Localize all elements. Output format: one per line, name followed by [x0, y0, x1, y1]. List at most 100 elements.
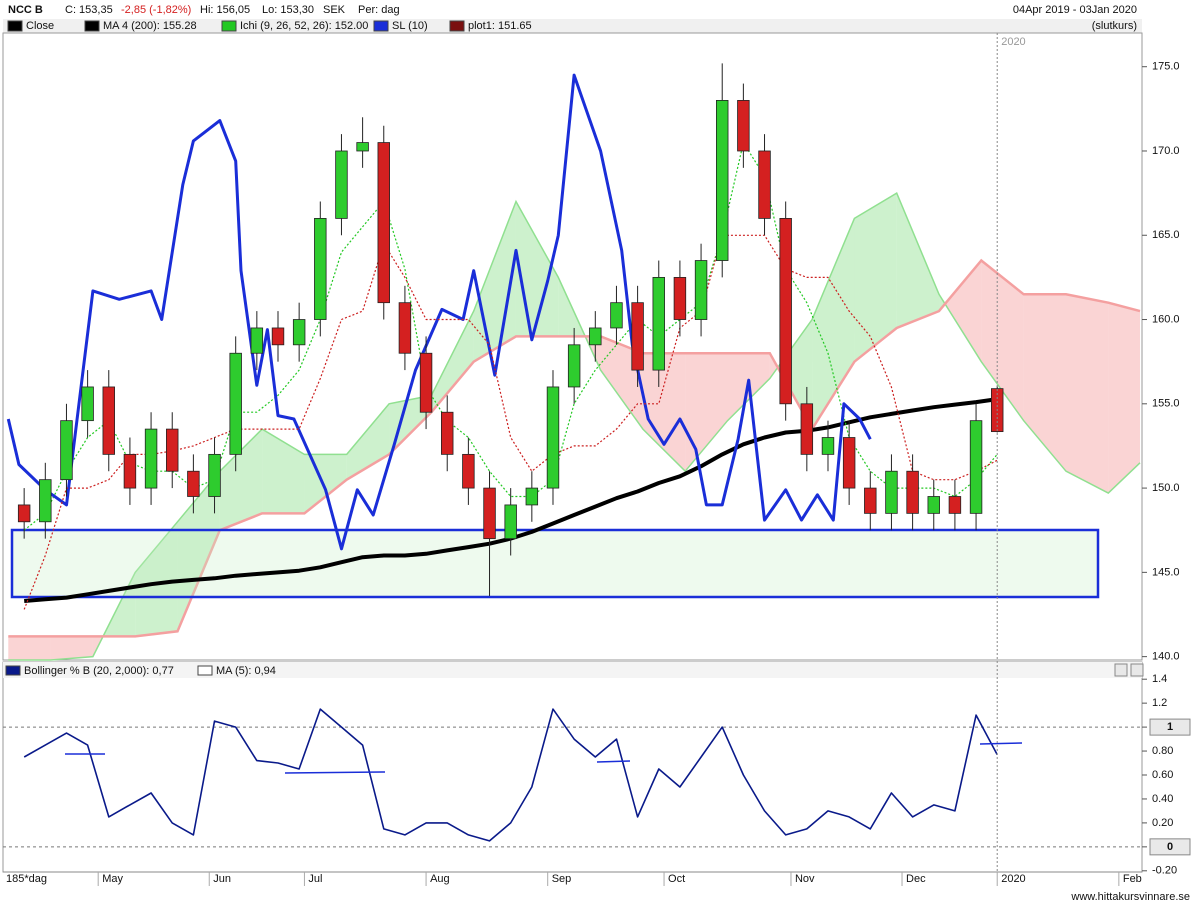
support-zone [10, 528, 1100, 599]
cloud-fill [431, 311, 474, 413]
series-line [23, 708, 998, 842]
zoom-button[interactable] [1114, 663, 1128, 677]
candle-body [652, 276, 665, 371]
legend-label: MA 4 (200): 155.28 [103, 20, 197, 32]
candle-body [842, 437, 856, 489]
cloud-fill [219, 429, 263, 531]
x-tick-label: Jun [213, 873, 231, 885]
axis-layer: 140.0 145.0 150.0 155.0 160.0 165.0 170.0 175.0… [3, 33, 1191, 886]
candle-body [716, 100, 729, 261]
y-tick-label: 155.0 [1152, 398, 1180, 410]
y-tick-label: 0 [1167, 841, 1173, 853]
low-value: Lo: 153,30 [262, 4, 314, 16]
y-tick-label: 140.0 [1152, 651, 1180, 663]
cloud-fill [854, 193, 897, 362]
x-tick-label: Sep [552, 873, 572, 885]
year-label: 2020 [1001, 36, 1025, 48]
legend-swatch [197, 665, 213, 676]
cloud-fill [777, 319, 813, 430]
x-tick-label: Nov [795, 873, 815, 885]
candle-body [292, 319, 306, 346]
price-basis: (slutkurs) [1092, 20, 1137, 32]
candle-body [441, 411, 454, 455]
drawn-line [979, 742, 1023, 745]
candle-body [589, 327, 602, 346]
candle-body [166, 428, 179, 472]
cloud-fill [685, 353, 728, 472]
cloud-layer [8, 192, 1141, 661]
candle-body [906, 470, 919, 514]
candle-body [758, 150, 771, 219]
period-label: 185*dag [6, 873, 47, 885]
candle-body [144, 428, 158, 489]
y-tick-box [1149, 718, 1191, 736]
candle-body [525, 487, 539, 506]
candle-body [208, 453, 221, 497]
legend-swatch [221, 20, 237, 32]
cloud-fill [50, 636, 93, 660]
main-frame [2, 32, 1143, 661]
candle-body [483, 487, 496, 540]
candle-body [546, 386, 560, 489]
cloud-fill [769, 353, 778, 379]
y-tick-label: 145.0 [1152, 566, 1180, 578]
candle-body [673, 276, 687, 320]
candle-body [39, 479, 52, 523]
cloud-fill [1023, 294, 1066, 472]
y-tick-label: 0.40 [1152, 793, 1173, 805]
series-line [23, 142, 998, 531]
series-line [6, 73, 872, 551]
drawn-line [596, 760, 631, 763]
y-tick-box [1149, 838, 1191, 856]
candle-body [419, 352, 433, 413]
candle-body [335, 150, 348, 219]
change-value: -2,85 (-1,82%) [121, 4, 191, 16]
candle-body [250, 327, 264, 354]
lower-layer [3, 708, 1142, 848]
cloud-fill [135, 521, 178, 637]
candle-body [377, 142, 390, 304]
candle-body [102, 386, 115, 455]
lower-legend-bar [3, 662, 1142, 678]
date-range: 04Apr 2019 - 03Jan 2020 [1013, 4, 1137, 16]
x-tick-label: Aug [430, 873, 450, 885]
candle-body [800, 403, 814, 455]
candle-body [271, 327, 285, 346]
candle-body [821, 437, 835, 455]
legend-label: Bollinger % B (20, 2,000): 0,77 [24, 665, 174, 677]
candle-body [187, 470, 200, 497]
y-tick-label: 0.80 [1152, 745, 1173, 757]
close-value: C: 153,35 [65, 4, 113, 16]
candle-body [694, 260, 708, 320]
candle-body [610, 302, 623, 329]
y-tick-label: 1 [1167, 721, 1173, 733]
drawn-line [284, 771, 386, 774]
x-tick-label: Jul [308, 873, 322, 885]
candle-body [229, 352, 242, 455]
close-button[interactable] [1130, 663, 1144, 677]
legend-swatch [449, 20, 465, 32]
y-tick-label: 170.0 [1152, 145, 1180, 157]
candle-body [969, 420, 983, 514]
candle-body [948, 496, 962, 514]
candle-body [885, 470, 898, 514]
x-tick-label: Feb [1123, 873, 1142, 885]
x-tick-label: Oct [668, 873, 685, 885]
cloud-fill [177, 471, 220, 632]
candle-body [356, 142, 369, 152]
legend-label: SL (10) [392, 20, 428, 32]
cloud-fill [262, 429, 305, 514]
legend-swatch [373, 20, 389, 32]
legend-swatch [7, 20, 23, 32]
legend-label: MA (5): 0,94 [216, 665, 276, 677]
cloud-fill [642, 353, 686, 472]
period: Per: dag [358, 4, 400, 16]
candle-body [737, 100, 750, 152]
candle-body [462, 453, 475, 489]
legend-swatch [5, 665, 21, 676]
y-tick-label: 160.0 [1152, 313, 1180, 325]
legend-bar [3, 19, 1142, 33]
symbol: NCC B [8, 4, 43, 16]
candle-body [631, 302, 644, 371]
